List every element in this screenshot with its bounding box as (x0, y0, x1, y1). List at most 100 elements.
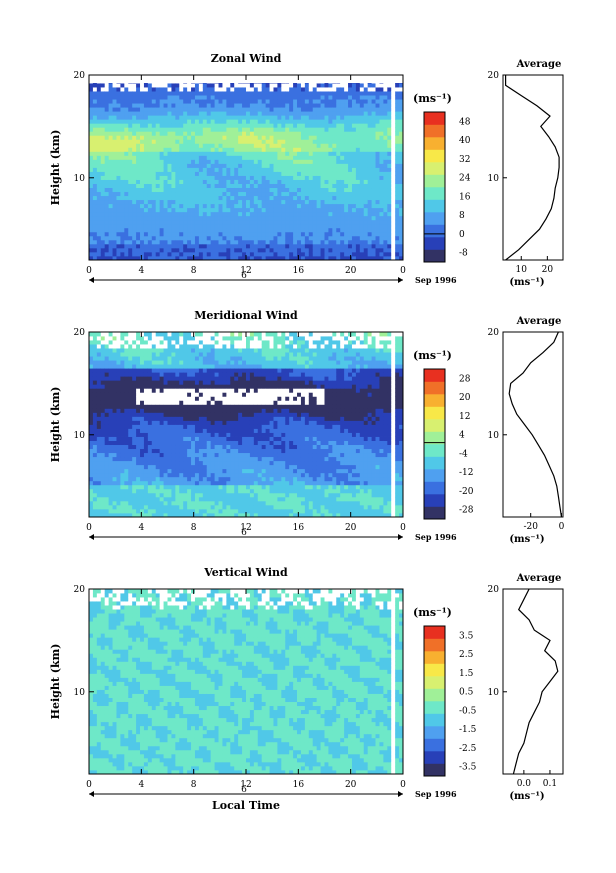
profile-y-tick-label: 20 (488, 328, 500, 338)
y-axis-label: Height (km) (49, 130, 62, 206)
colorbar-level: 16 (459, 192, 471, 202)
y-tick-label: 10 (74, 431, 86, 441)
date-marker: 6 (241, 271, 247, 281)
x-ticks: 0 4 8 12 16 20 0 (86, 589, 406, 790)
x-tick-label: 12 (240, 780, 251, 790)
x-tick-label: 16 (293, 523, 305, 533)
colorbar-level: 12 (459, 412, 470, 422)
profile-y-tick-label: 10 (488, 174, 500, 184)
profile-y-tick-label: 10 (488, 431, 500, 441)
panel-title: Zonal Wind (211, 52, 282, 65)
colorbar-level: 4 (459, 431, 465, 441)
x-tick-label: 20 (345, 266, 357, 276)
colorbar-level: 48 (459, 117, 471, 127)
colorbar-level: 40 (459, 136, 471, 146)
average-profile: Average -20 0 10 20 (ms⁻¹) (488, 316, 565, 545)
colorbar-level: 0.5 (459, 688, 474, 698)
colorbar-swatch (424, 506, 445, 520)
colorbar: (ms⁻¹) 28 20 12 4 -4 -12 -20 -28 (413, 349, 474, 520)
x-tick-label: 20 (345, 780, 357, 790)
profile-x-label: (ms⁻¹) (509, 534, 544, 545)
colorbar-swatch (424, 406, 445, 420)
colorbar-swatch (424, 162, 445, 175)
colorbar-swatch (424, 481, 445, 495)
y-tick-label: 10 (74, 688, 86, 698)
date-arrow-left (89, 534, 94, 540)
colorbar-swatch (424, 174, 445, 188)
x-ticks: 0 4 8 12 16 20 0 (86, 75, 406, 276)
date-arrow-right (398, 534, 403, 540)
y-tick-label: 20 (74, 328, 86, 338)
panel-title: Vertical Wind (203, 566, 288, 579)
colorbar-swatch (424, 701, 445, 714)
colorbar-swatch (424, 676, 445, 689)
colorbar-level: 20 (459, 393, 471, 403)
colorbar-level: -4 (459, 449, 468, 459)
colorbar-level: -8 (459, 249, 468, 259)
heatmap-field (89, 332, 404, 518)
colorbar-swatch (424, 456, 445, 470)
y-axis-label: Height (km) (49, 387, 62, 463)
colorbar-swatch (424, 237, 445, 250)
colorbar: (ms⁻¹) 3.5 2.5 1.5 0.5 -0.5 -1.5 -2.5 -3.5 (413, 606, 477, 777)
colorbar-swatch (424, 626, 445, 639)
colorbar-swatch (424, 688, 445, 702)
x-tick-label: 8 (191, 266, 197, 276)
colorbar-level: 24 (459, 174, 471, 184)
colorbar-unit: (ms⁻¹) (413, 92, 452, 105)
panel-3: Vertical Wind 0 4 8 12 16 20 0 10 20 Height (km) 6 S… (49, 566, 564, 812)
profile-x-tick-label: 10 (516, 265, 528, 275)
colorbar-swatch (424, 763, 445, 777)
colorbar-swatch (424, 394, 445, 407)
x-axis-label: Local Time (212, 799, 280, 812)
profile-frame (502, 588, 564, 775)
profile-title: Average (516, 316, 562, 327)
colorbar-swatch (424, 224, 445, 238)
profile-line (508, 331, 563, 518)
colorbar-swatch (424, 751, 445, 764)
x-tick-label: 0 (86, 266, 92, 276)
colorbar-level: -2.5 (459, 744, 477, 754)
profile-x-tick-label: 0.0 (517, 779, 532, 789)
x-tick-label: 12 (240, 266, 251, 276)
date-label: Sep 1996 (415, 789, 457, 799)
y-tick-label: 20 (74, 585, 86, 595)
colorbar-swatch (424, 112, 445, 125)
date-arrow-right (398, 791, 403, 797)
colorbar-swatch (424, 199, 445, 213)
colorbar-swatch (424, 469, 445, 482)
x-tick-label: 4 (138, 523, 144, 533)
profile-y-tick-label: 20 (488, 585, 500, 595)
x-tick-label: 0 (86, 780, 92, 790)
heatmap-field (89, 75, 404, 261)
colorbar-swatch (424, 663, 445, 677)
colorbar-swatch (424, 124, 445, 138)
colorbar-level: 8 (459, 211, 465, 221)
date-marker: 6 (241, 785, 247, 795)
average-profile: Average 10 20 10 20 (ms⁻¹) (488, 59, 564, 288)
profile-line (512, 588, 559, 775)
profile-x-label: (ms⁻¹) (509, 277, 544, 288)
x-tick-label: 16 (293, 780, 305, 790)
x-tick-label: 4 (138, 266, 144, 276)
date-label: Sep 1996 (415, 532, 457, 542)
profile-title: Average (516, 59, 562, 70)
colorbar-swatch (424, 444, 445, 457)
colorbar-swatch (424, 638, 445, 652)
y-tick-label: 10 (74, 174, 86, 184)
x-tick-label: 0 (400, 780, 406, 790)
heatmap-field (89, 589, 404, 775)
profile-frame (502, 74, 564, 261)
colorbar-swatch (424, 738, 445, 752)
x-ticks: 0 4 8 12 16 20 0 (86, 332, 406, 533)
colorbar: (ms⁻¹) 48 40 32 24 16 8 0 -8 (413, 92, 471, 263)
x-tick-label: 0 (86, 523, 92, 533)
colorbar-swatch (424, 149, 445, 163)
x-tick-label: 8 (191, 780, 197, 790)
colorbar-level: 32 (459, 155, 470, 165)
date-marker: 6 (241, 528, 247, 538)
x-tick-label: 0 (400, 523, 406, 533)
x-tick-label: 12 (240, 523, 251, 533)
colorbar-swatch (424, 651, 445, 664)
